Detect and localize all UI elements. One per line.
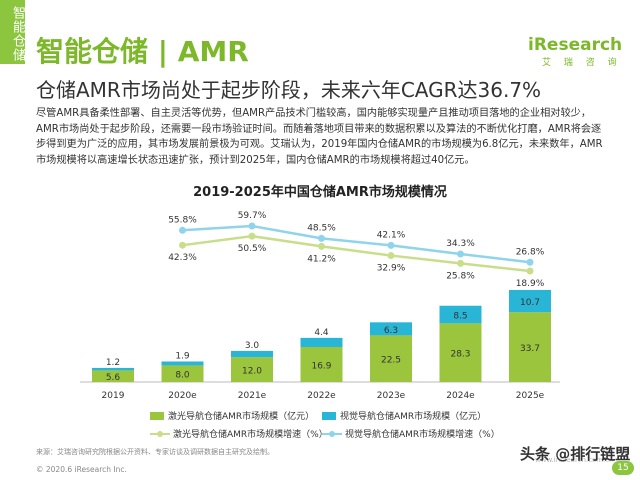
bar-vision xyxy=(161,361,204,366)
bar-vision xyxy=(370,322,412,336)
point-vision-growth xyxy=(179,226,186,234)
growth-label-vision: 59.7% xyxy=(238,211,267,221)
legend-swatch-bar xyxy=(150,411,164,420)
bar-label-vision: 4.4 xyxy=(314,328,329,338)
growth-label-vision: 55.8% xyxy=(168,215,197,225)
bar-laser xyxy=(439,323,482,382)
legend-item-vision-growth: 视觉导航仓储AMR市场规模增速（%） xyxy=(322,427,500,440)
point-vision-growth xyxy=(457,250,464,258)
x-tick-label: 2020e xyxy=(168,391,197,401)
line-laser-growth xyxy=(182,234,531,273)
bar-label-laser: 33.7 xyxy=(520,344,540,354)
bar-laser xyxy=(300,346,343,382)
chart-title: 2019-2025年中国仓储AMR市场规模情况 xyxy=(193,185,447,200)
bar-label-laser: 28.3 xyxy=(450,350,470,360)
x-tick-label: 2021e xyxy=(238,391,267,401)
point-laser-growth xyxy=(318,242,325,250)
bar-vision xyxy=(92,367,134,371)
point-vision-growth xyxy=(387,241,395,249)
bar-label-laser: 8.0 xyxy=(175,371,190,381)
page-subtitle: 仓储AMR市场尚处于起步阶段，未来六年CAGR达36.7% xyxy=(36,78,542,102)
point-vision-growth xyxy=(318,234,325,242)
point-laser-growth xyxy=(457,259,464,267)
bar-label-laser: 16.9 xyxy=(311,361,331,371)
growth-label-laser: 42.3% xyxy=(168,253,197,263)
bar-vision xyxy=(439,305,482,324)
x-tick-label: 2024e xyxy=(446,391,475,401)
growth-label-laser: 18.9% xyxy=(516,279,545,289)
bar-label-vision: 1.2 xyxy=(106,358,120,368)
point-vision-growth xyxy=(248,222,256,230)
legend-item-laser-growth: 激光导航仓储AMR市场规模增速（%） xyxy=(150,427,328,440)
section-tab: 智能仓储 xyxy=(0,0,25,64)
legend-item-laser-size: 激光导航仓储AMR市场规模（亿元） xyxy=(150,409,314,422)
bar-label-laser: 22.5 xyxy=(381,356,401,366)
bar-laser xyxy=(370,335,412,382)
bar-vision xyxy=(509,290,551,313)
growth-label-vision: 48.5% xyxy=(307,223,336,233)
line-vision-growth xyxy=(182,224,531,264)
x-tick-label: 2023e xyxy=(377,391,406,401)
iresearch-logo: iResearch 艾 瑞 咨 询 xyxy=(528,35,623,71)
bar-label-vision: 3.0 xyxy=(245,341,260,351)
bar-label-vision: 10.7 xyxy=(520,298,540,308)
legend-label: 视觉导航仓储AMR市场规模（亿元） xyxy=(340,412,487,422)
bar-label-vision: 6.3 xyxy=(384,326,398,336)
bar-vision xyxy=(300,337,343,347)
point-vision-growth xyxy=(526,258,534,266)
copyright: © 2020.6 iResearch Inc. xyxy=(36,465,127,474)
growth-label-laser: 25.8% xyxy=(446,271,475,281)
bar-label-vision: 1.9 xyxy=(175,351,190,361)
growth-label-vision: 34.3% xyxy=(446,239,475,249)
legend-label: 激光导航仓储AMR市场规模增速（%） xyxy=(173,430,328,440)
bar-label-laser: 5.6 xyxy=(106,373,121,383)
source-note: 来源：艾瑞咨询研究院根据公开资料、专家访谈及调研数据自主研究及绘制。 xyxy=(36,448,274,456)
bar-label-vision: 8.5 xyxy=(453,312,467,322)
logo-text: iResearch xyxy=(528,35,623,55)
bar-label-laser: 12.0 xyxy=(242,367,262,377)
bar-laser xyxy=(509,312,551,382)
legend-swatch-line xyxy=(150,430,170,437)
bar-laser xyxy=(161,365,204,382)
growth-label-laser: 32.9% xyxy=(377,264,406,274)
body-paragraph: 尽管AMR具备柔性部署、自主灵活等优势，但AMR产品技术门槛较高，国内能够实现量… xyxy=(36,108,603,166)
legend-item-vision-size: 视觉导航仓储AMR市场规模（亿元） xyxy=(322,409,486,422)
legend-swatch-line xyxy=(322,430,342,437)
logo-subtext: 艾 瑞 咨 询 xyxy=(542,58,622,68)
bar-vision xyxy=(231,350,273,358)
x-tick-label: 2025e xyxy=(516,391,545,401)
watermark: 头条 @排行链盟 xyxy=(520,445,631,463)
website-url: www.iresearch.com.cn xyxy=(535,456,614,464)
point-laser-growth xyxy=(387,252,395,260)
point-laser-growth xyxy=(179,241,186,249)
growth-label-vision: 26.8% xyxy=(516,247,545,257)
point-laser-growth xyxy=(248,232,256,240)
growth-label-laser: 41.2% xyxy=(307,254,336,264)
legend-swatch-bar xyxy=(322,411,336,420)
growth-label-vision: 42.1% xyxy=(377,230,406,240)
legend-label: 视觉导航仓储AMR市场规模增速（%） xyxy=(345,430,500,440)
page-number: 15 xyxy=(612,461,634,475)
page-title: 智能仓储 | AMR xyxy=(36,35,249,68)
x-tick-label: 2022e xyxy=(307,391,336,401)
x-tick-label: 2019 xyxy=(102,391,125,401)
bar-laser xyxy=(92,370,134,382)
bar-laser xyxy=(231,357,273,382)
growth-label-laser: 50.5% xyxy=(238,244,267,254)
point-laser-growth xyxy=(526,267,534,275)
legend-label: 激光导航仓储AMR市场规模（亿元） xyxy=(168,412,315,422)
